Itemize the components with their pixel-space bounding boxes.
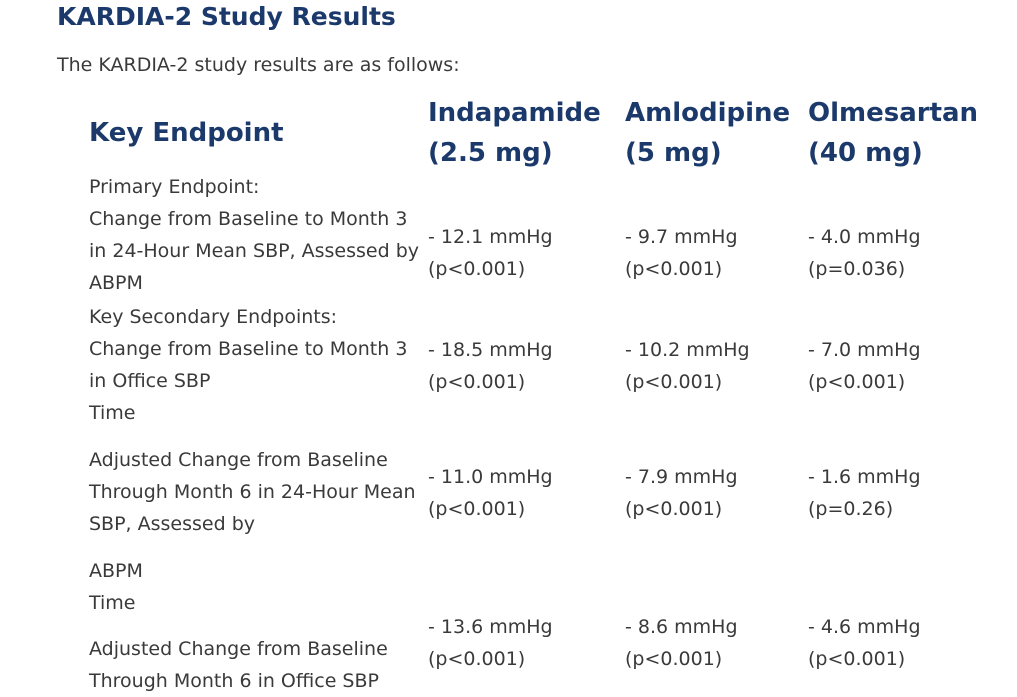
header-drug-name: Amlodipine [625,98,791,128]
header-key-endpoint: Key Endpoint [89,113,284,153]
value-change: - 8.6 mmHg [625,616,738,638]
value-change: - 7.9 mmHg [625,466,738,488]
endpoint-line: in Office SBP [89,370,211,392]
row-1-amlodipine: - 9.7 mmHg (p<0.001) [625,221,738,285]
endpoint-line: in 24-Hour Mean SBP, Assessed by [89,240,420,262]
value-change: - 11.0 mmHg [428,466,553,488]
endpoint-line: Through Month 6 in 24-Hour Mean [89,481,416,503]
endpoint-line: Key Secondary Endpoints: [89,306,338,328]
row-3-endpoint-cont: ABPM Time [89,555,143,619]
value-change: - 12.1 mmHg [428,226,553,248]
row-4-amlodipine: - 8.6 mmHg (p<0.001) [625,611,738,675]
header-drug-name: Olmesartan [808,98,979,128]
row-1-endpoint: Primary Endpoint: Change from Baseline t… [89,171,419,299]
value-pvalue: (p=0.26) [808,498,894,520]
endpoint-line: SBP, Assessed by [89,513,256,535]
value-change: - 10.2 mmHg [625,339,750,361]
row-4-indapamide: - 13.6 mmHg (p<0.001) [428,611,553,675]
row-2-amlodipine: - 10.2 mmHg (p<0.001) [625,334,750,398]
header-drug-dose: (40 mg) [808,138,923,168]
row-1-olmesartan: - 4.0 mmHg (p=0.036) [808,221,921,285]
endpoint-line: ABPM [89,560,143,582]
value-change: - 1.6 mmHg [808,466,921,488]
row-3-indapamide: - 11.0 mmHg (p<0.001) [428,461,553,525]
header-olmesartan: Olmesartan (40 mg) [808,93,978,173]
endpoint-line: Adjusted Change from Baseline [89,449,388,471]
value-pvalue: (p<0.001) [428,371,526,393]
row-4-olmesartan: - 4.6 mmHg (p<0.001) [808,611,921,675]
value-change: - 9.7 mmHg [625,226,738,248]
value-change: - 18.5 mmHg [428,339,553,361]
row-3-olmesartan: - 1.6 mmHg (p=0.26) [808,461,921,525]
value-pvalue: (p<0.001) [808,648,906,670]
header-drug-dose: (2.5 mg) [428,138,553,168]
endpoint-line: Primary Endpoint: [89,176,260,198]
header-drug-name: Indapamide [428,98,601,128]
header-amlodipine: Amlodipine (5 mg) [625,93,790,173]
intro-text: The KARDIA-2 study results are as follow… [57,54,460,76]
value-change: - 4.0 mmHg [808,226,921,248]
endpoint-line: Change from Baseline to Month 3 [89,208,408,230]
value-pvalue: (p<0.001) [625,371,723,393]
endpoint-line: Change from Baseline to Month 3 [89,338,408,360]
row-2-olmesartan: - 7.0 mmHg (p<0.001) [808,334,921,398]
endpoint-line: ABPM [89,272,143,294]
row-1-indapamide: - 12.1 mmHg (p<0.001) [428,221,553,285]
endpoint-line: Time [89,592,136,614]
value-pvalue: (p<0.001) [625,648,723,670]
header-key-endpoint-label: Key Endpoint [89,118,284,148]
value-pvalue: (p<0.001) [428,648,526,670]
value-pvalue: (p=0.036) [808,258,906,280]
row-2-endpoint: Key Secondary Endpoints: Change from Bas… [89,301,407,429]
value-pvalue: (p<0.001) [428,258,526,280]
endpoint-line: Adjusted Change from Baseline [89,638,388,660]
endpoint-line: Time [89,402,136,424]
page-title: KARDIA-2 Study Results [57,2,396,31]
value-pvalue: (p<0.001) [808,371,906,393]
endpoint-line: Through Month 6 in Office SBP [89,670,379,692]
value-change: - 7.0 mmHg [808,339,921,361]
value-pvalue: (p<0.001) [428,498,526,520]
row-2-indapamide: - 18.5 mmHg (p<0.001) [428,334,553,398]
value-change: - 4.6 mmHg [808,616,921,638]
value-change: - 13.6 mmHg [428,616,553,638]
row-3-endpoint: Adjusted Change from Baseline Through Mo… [89,444,416,540]
header-indapamide: Indapamide (2.5 mg) [428,93,601,173]
row-3-amlodipine: - 7.9 mmHg (p<0.001) [625,461,738,525]
value-pvalue: (p<0.001) [625,258,723,280]
value-pvalue: (p<0.001) [625,498,723,520]
row-4-endpoint: Adjusted Change from Baseline Through Mo… [89,633,388,697]
header-drug-dose: (5 mg) [625,138,722,168]
